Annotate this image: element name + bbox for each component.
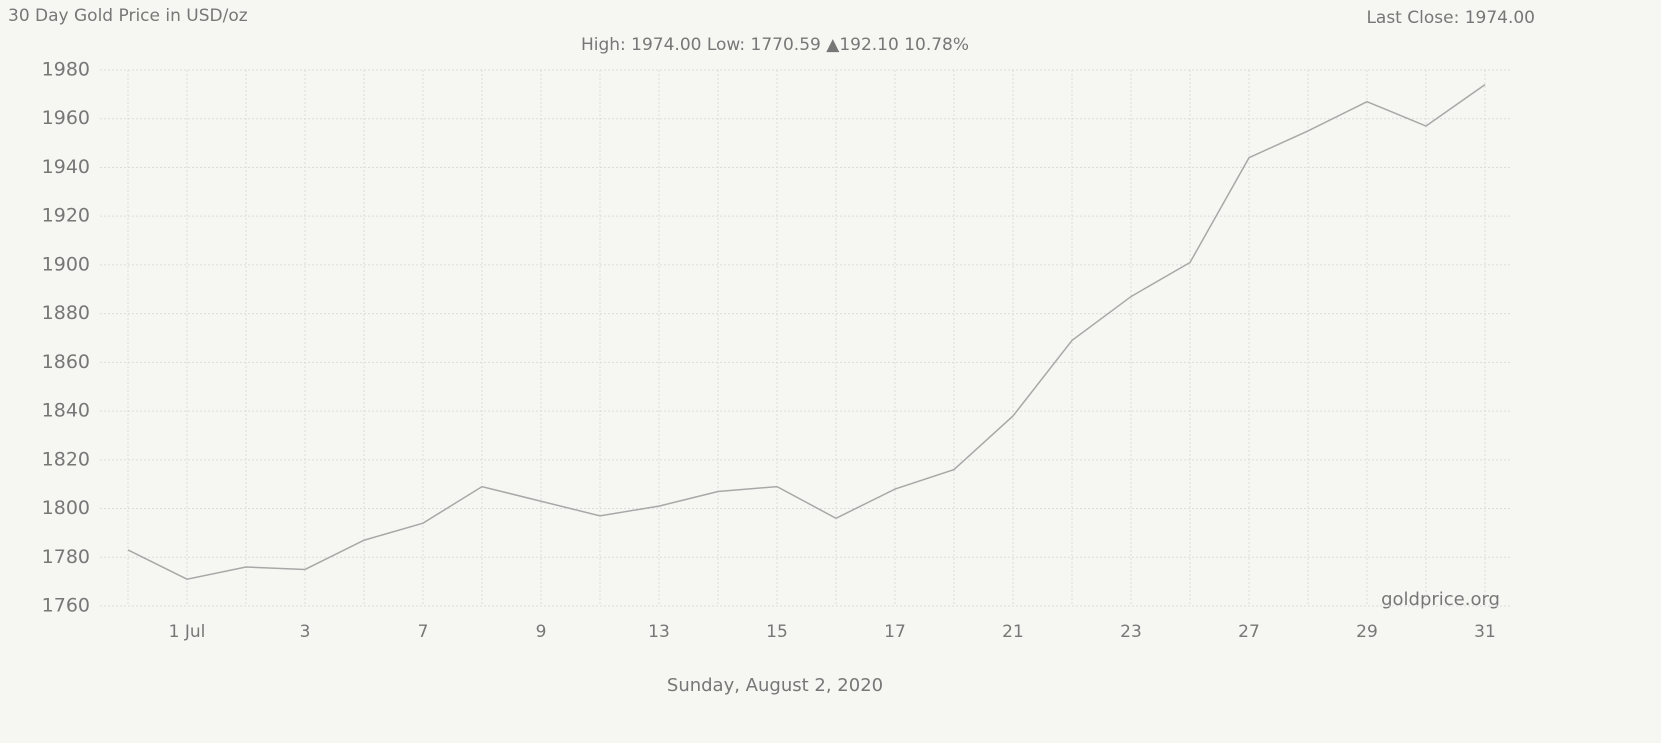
x-tick-label: 1 Jul [169,622,206,642]
x-tick-label: 21 [1002,622,1024,642]
y-tick-label: 1880 [42,302,90,324]
price-line [127,84,1486,580]
x-tick-label: 17 [884,622,906,642]
x-tick-label: 27 [1238,622,1260,642]
x-tick-label: 3 [300,622,311,642]
x-tick-label: 7 [418,622,429,642]
chart-title: 30 Day Gold Price in USD/oz [8,6,248,26]
x-tick-label: 31 [1474,622,1496,642]
y-tick-label: 1760 [42,595,90,617]
y-tick-label: 1900 [42,253,90,275]
x-axis-label: Sunday, August 2, 2020 [667,675,883,696]
y-tick-label: 1960 [42,107,90,129]
y-tick-label: 1820 [42,448,90,470]
y-tick-label: 1940 [42,156,90,178]
y-tick-label: 1980 [42,59,90,81]
chart-subtitle: High: 1974.00 Low: 1770.59 ▲192.10 10.78… [581,35,969,55]
y-tick-label: 1860 [42,351,90,373]
x-tick-label: 23 [1120,622,1142,642]
last-close: Last Close: 1974.00 [1366,8,1535,28]
y-tick-label: 1800 [42,497,90,519]
y-tick-label: 1840 [42,400,90,422]
x-tick-label: 13 [648,622,670,642]
y-tick-label: 1780 [42,546,90,568]
x-tick-label: 29 [1356,622,1378,642]
x-tick-label: 9 [536,622,547,642]
x-tick-label: 15 [766,622,788,642]
y-tick-label: 1920 [42,205,90,227]
watermark: goldprice.org [1381,589,1500,610]
